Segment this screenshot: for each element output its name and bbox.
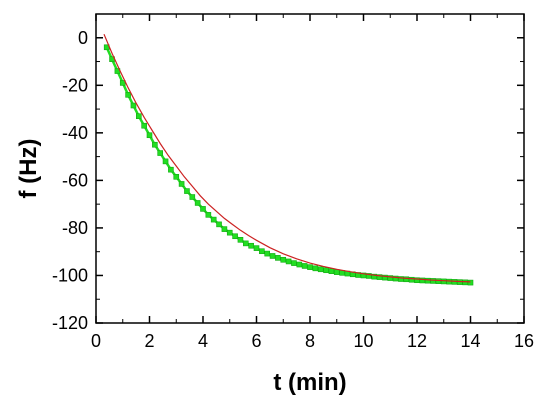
data-point xyxy=(371,273,378,280)
data-point xyxy=(184,188,190,194)
data-point xyxy=(323,267,329,274)
data-point xyxy=(382,274,388,281)
data-point xyxy=(173,174,180,180)
data-point xyxy=(398,276,404,282)
data-point xyxy=(360,272,367,279)
y-axis-title: f (Hz) xyxy=(15,139,42,199)
data-point xyxy=(366,273,372,279)
fit-line xyxy=(103,33,471,283)
plot-frame xyxy=(95,13,525,324)
y-tick-label: 0 xyxy=(78,28,88,48)
data-point xyxy=(467,279,474,286)
x-tick-label: 12 xyxy=(407,331,427,351)
data-point xyxy=(408,276,415,283)
data-point xyxy=(243,240,249,247)
data-point xyxy=(157,150,163,156)
scatter-series-trace xyxy=(105,46,471,284)
data-point xyxy=(168,166,174,173)
y-tick-label: -40 xyxy=(62,123,88,143)
data-point xyxy=(269,253,276,259)
data-point xyxy=(216,221,222,228)
x-tick-label: 10 xyxy=(353,331,373,351)
data-point xyxy=(152,141,158,148)
data-point xyxy=(205,212,212,218)
data-point xyxy=(307,264,313,270)
x-tick-label: 6 xyxy=(251,331,261,351)
y-tick-label: -20 xyxy=(62,75,88,95)
x-tick-label: 2 xyxy=(144,331,154,351)
data-point xyxy=(162,158,169,165)
data-point xyxy=(392,275,399,282)
data-point xyxy=(280,256,287,263)
y-tick-label: -100 xyxy=(52,265,88,285)
data-point xyxy=(178,181,185,187)
x-tick-label: 8 xyxy=(305,331,315,351)
data-point xyxy=(226,229,233,236)
data-point xyxy=(210,216,217,223)
data-point xyxy=(291,260,297,266)
data-point xyxy=(403,276,410,283)
data-point xyxy=(387,275,394,281)
data-point xyxy=(301,263,308,269)
x-tick-label: 4 xyxy=(198,331,208,351)
x-tick-label: 16 xyxy=(514,331,534,351)
data-point xyxy=(419,277,426,284)
data-point xyxy=(146,132,153,139)
data-point xyxy=(376,274,383,280)
data-point xyxy=(200,206,206,212)
data-point xyxy=(296,261,303,268)
y-tick-label: -60 xyxy=(62,170,88,190)
data-point xyxy=(312,265,319,272)
plot-area: 0 2 4 6 8 10 12 14 16 0 -20 -40 -60 -80 -100 -120 xyxy=(52,13,534,351)
data-point xyxy=(275,255,281,261)
data-point xyxy=(130,102,137,109)
data-point xyxy=(328,268,335,274)
data-point xyxy=(424,277,431,284)
data-point xyxy=(237,237,244,243)
data-point xyxy=(125,92,131,98)
data-point xyxy=(440,278,447,285)
data-point xyxy=(189,194,196,200)
data-point xyxy=(333,269,340,275)
data-point xyxy=(194,200,201,206)
data-point xyxy=(232,233,238,240)
data-point xyxy=(435,278,442,284)
data-point xyxy=(136,113,142,120)
y-tick-label: -120 xyxy=(52,313,88,333)
x-axis-title: t (min) xyxy=(273,369,346,396)
data-point xyxy=(430,278,436,284)
data-point xyxy=(259,248,265,255)
data-point xyxy=(414,277,420,284)
data-point xyxy=(253,245,260,251)
data-point xyxy=(317,266,324,273)
data-point xyxy=(248,242,254,249)
x-tick-label: 0 xyxy=(91,331,101,351)
x-tick-label: 14 xyxy=(460,331,480,351)
data-point xyxy=(264,250,271,257)
data-point xyxy=(141,122,147,129)
data-point xyxy=(285,258,292,265)
data-point xyxy=(221,226,228,232)
y-tick-label: -80 xyxy=(62,218,88,238)
